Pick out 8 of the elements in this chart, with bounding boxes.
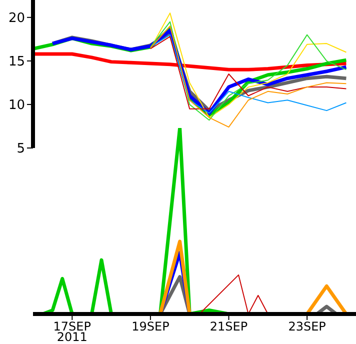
text: 2011: [56, 330, 88, 344]
y-tick-label: 5: [16, 142, 25, 157]
x-tick-label: 23SEP: [288, 320, 326, 334]
y-tick-label: 10: [8, 98, 25, 114]
x-tick-label: 19SEP: [132, 320, 170, 334]
y-tick-label: 15: [8, 54, 25, 70]
y-tick-label: 20: [8, 11, 25, 26]
x-tick-label: 21SEP: [210, 320, 248, 334]
